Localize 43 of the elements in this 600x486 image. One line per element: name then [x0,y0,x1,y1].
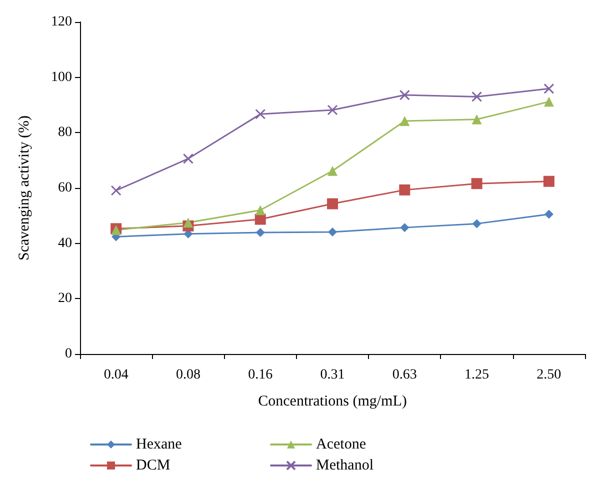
x-tick-label: 0.08 [176,368,200,382]
x-tick-label: 0.63 [392,368,417,382]
x-tick-label: 2.50 [536,368,562,382]
x-tick-label: 1.25 [464,368,490,382]
x-tick-label: 0.16 [248,368,273,382]
y-tick-label: 80 [58,125,72,140]
point [544,96,554,107]
y-tick-label: 60 [58,180,72,196]
point [328,227,337,236]
y-axis-title: Scavenging activity (%) [16,116,32,260]
point [472,91,482,102]
legend-label: DCM [136,458,170,474]
y-tick-label: 20 [58,291,72,306]
point [327,198,338,210]
point [256,228,265,238]
point [399,90,410,100]
point [182,153,194,164]
point [544,210,554,219]
legend-label: Hexane [136,436,182,452]
legend-label: Methanol [316,458,374,474]
point [400,116,410,126]
x-tick-label: 0.31 [320,368,345,382]
x-tick-label: 0.04 [104,368,128,382]
point [399,184,410,196]
point [110,185,122,196]
point [183,218,194,228]
legend-label: Acetone [316,436,366,452]
point [543,176,554,187]
point [471,178,482,190]
y-tick-label: 100 [51,70,72,85]
point [255,205,266,216]
point [472,219,482,228]
y-tick-label: 40 [58,236,72,251]
x-axis-title: Concentrations (mg/mL) [258,394,407,410]
y-tick-label: 0 [65,346,72,362]
point [472,114,482,124]
point [255,108,266,120]
point [254,214,266,225]
point [328,166,338,176]
point [327,104,338,116]
point [544,83,554,94]
y-tick-label: 120 [51,14,72,30]
point [400,223,410,232]
